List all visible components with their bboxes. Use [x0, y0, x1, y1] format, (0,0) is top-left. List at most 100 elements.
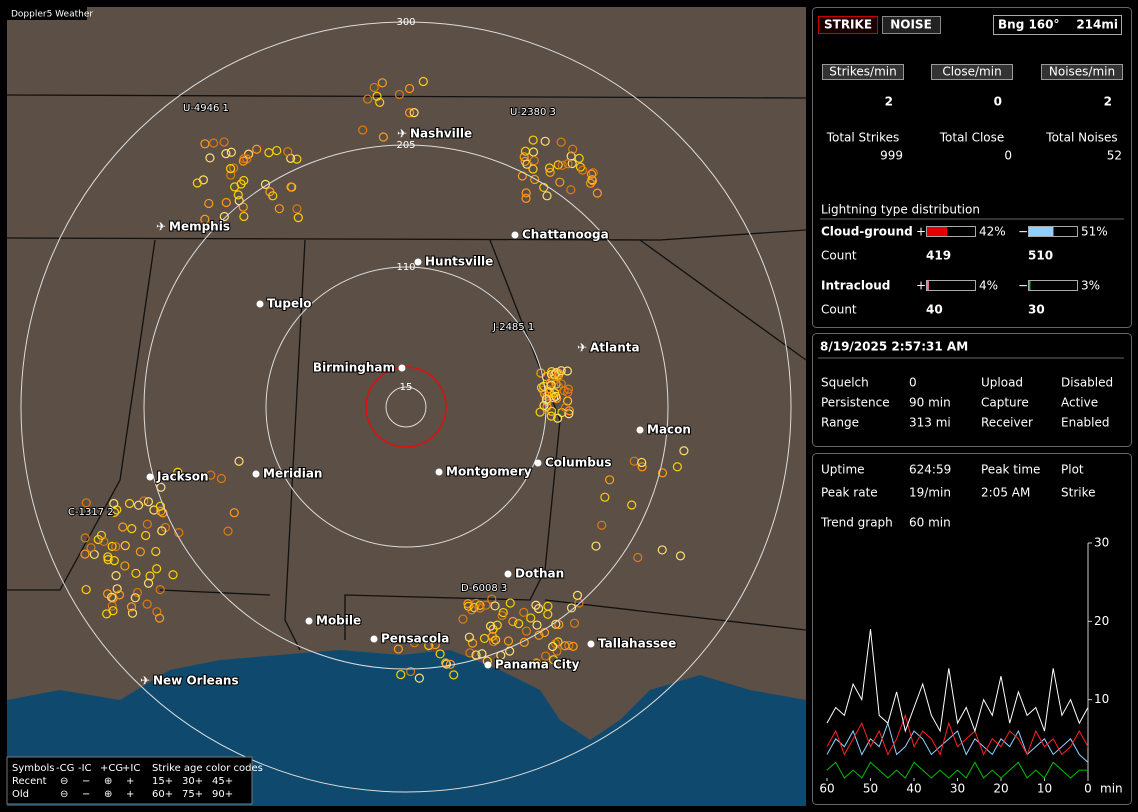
bar-track: [926, 226, 976, 237]
strike-symbol: [563, 384, 574, 394]
rate-value: 0: [994, 95, 1002, 109]
city-dot: [504, 570, 512, 578]
strike-symbol: [378, 132, 388, 142]
legend-header: -IC: [78, 763, 92, 774]
legend-header: +IC: [122, 763, 140, 774]
strike-symbol: [143, 497, 154, 507]
sign: −: [1018, 279, 1028, 293]
strike-symbol: [560, 402, 571, 413]
strike-symbol: [292, 204, 302, 214]
strike-symbol: [133, 500, 144, 510]
strike-symbol: [554, 619, 564, 630]
city-label: Pensacola: [381, 632, 449, 646]
strike-symbol: [532, 620, 542, 630]
strike-symbol: [219, 211, 229, 222]
strike-symbol: [292, 154, 302, 164]
strike-symbol: [497, 610, 507, 621]
strike-symbol: [135, 547, 145, 557]
total-label: Total Noises: [1045, 131, 1117, 145]
legend-header: -CG: [56, 763, 74, 774]
age-code: 90+: [212, 789, 233, 800]
strike-symbol: [548, 655, 559, 665]
strike-symbol: [572, 590, 583, 600]
trend-line: [826, 721, 1089, 763]
legend-row: Recent: [12, 776, 47, 787]
stat: Peak time: [981, 463, 1040, 477]
strike-symbol: [466, 605, 477, 615]
pct-label: 3%: [1081, 279, 1100, 293]
strike-symbol: [151, 546, 161, 557]
strike-symbol: [540, 136, 550, 146]
strike-symbol: [109, 507, 120, 517]
rate-label: Strikes/min: [829, 65, 896, 79]
legend-row: Old: [12, 789, 29, 800]
setting: 0: [909, 376, 917, 390]
strike-symbol: [592, 188, 602, 198]
window-title: Doppler5 Weather: [11, 10, 93, 20]
type-name: Cloud-ground: [821, 225, 913, 239]
strike-symbol: [109, 556, 119, 566]
city-dot: [587, 640, 595, 648]
strike-symbol: [192, 178, 202, 188]
city-label: Chattanooga: [522, 228, 609, 242]
bearing-box: [993, 15, 1122, 35]
title-bar: [7, 7, 87, 20]
bar-fill: [927, 281, 929, 290]
strike-symbol: [566, 185, 576, 195]
strike-symbol: [238, 156, 248, 166]
rate-button: [1041, 64, 1123, 80]
strike-indicator-label: STRIKE: [824, 18, 872, 32]
range-ring: [143, 144, 669, 670]
age-code: 30+: [182, 776, 203, 787]
strike-symbol: [205, 153, 215, 163]
strike-symbol: [562, 366, 573, 376]
strike-symbol: [557, 160, 567, 170]
strike-symbol: [503, 636, 514, 646]
city-label: Columbus: [545, 456, 612, 470]
strike-symbol: [521, 188, 531, 198]
strike-symbol: [112, 584, 122, 594]
setting: 313 mi: [909, 416, 951, 430]
city-label: Huntsville: [425, 255, 493, 269]
strike-symbol: [553, 368, 564, 378]
strike-symbol: [396, 669, 406, 680]
setting: Disabled: [1061, 376, 1113, 390]
pct-label: 4%: [979, 279, 998, 293]
strike-symbol: [597, 520, 607, 530]
count-value: 40: [926, 303, 943, 317]
strike-symbol: [533, 603, 544, 614]
strike-symbol: [544, 163, 555, 173]
strike-symbol: [221, 197, 231, 208]
strike-symbol: [465, 648, 475, 658]
total-value: 999: [880, 149, 903, 163]
strikes: [80, 76, 689, 683]
count-value: 510: [1028, 249, 1053, 263]
strike-symbol: [546, 411, 556, 421]
strike-symbol: [491, 635, 501, 645]
age-code: 60+: [152, 789, 173, 800]
x-tick-label: 50: [863, 782, 878, 796]
map: [6, 7, 807, 806]
strike-symbol: [226, 163, 236, 174]
legend-label: Strike age color codes: [152, 763, 263, 774]
distance: 214mi: [1076, 18, 1118, 32]
city-label: Birmingham: [313, 361, 395, 375]
strike-symbol: [555, 177, 565, 187]
x-tick-label: 0: [1084, 782, 1092, 796]
strike-symbol: [124, 498, 135, 509]
strike-symbol: [440, 658, 451, 668]
strike-symbol: [567, 158, 577, 169]
age-code: 75+: [182, 789, 203, 800]
strike-symbol: [424, 640, 434, 651]
strike-symbol: [458, 614, 468, 624]
stat: Strike: [1061, 486, 1096, 500]
airport-icon: ✈: [397, 127, 407, 141]
count-label: Count: [821, 249, 857, 263]
strike-symbol: [81, 584, 91, 595]
setting: 90 min: [909, 396, 951, 410]
setting: Range: [821, 416, 859, 430]
strike-symbol: [223, 526, 233, 536]
bar-track: [926, 280, 976, 291]
strike-symbol: [233, 190, 243, 200]
